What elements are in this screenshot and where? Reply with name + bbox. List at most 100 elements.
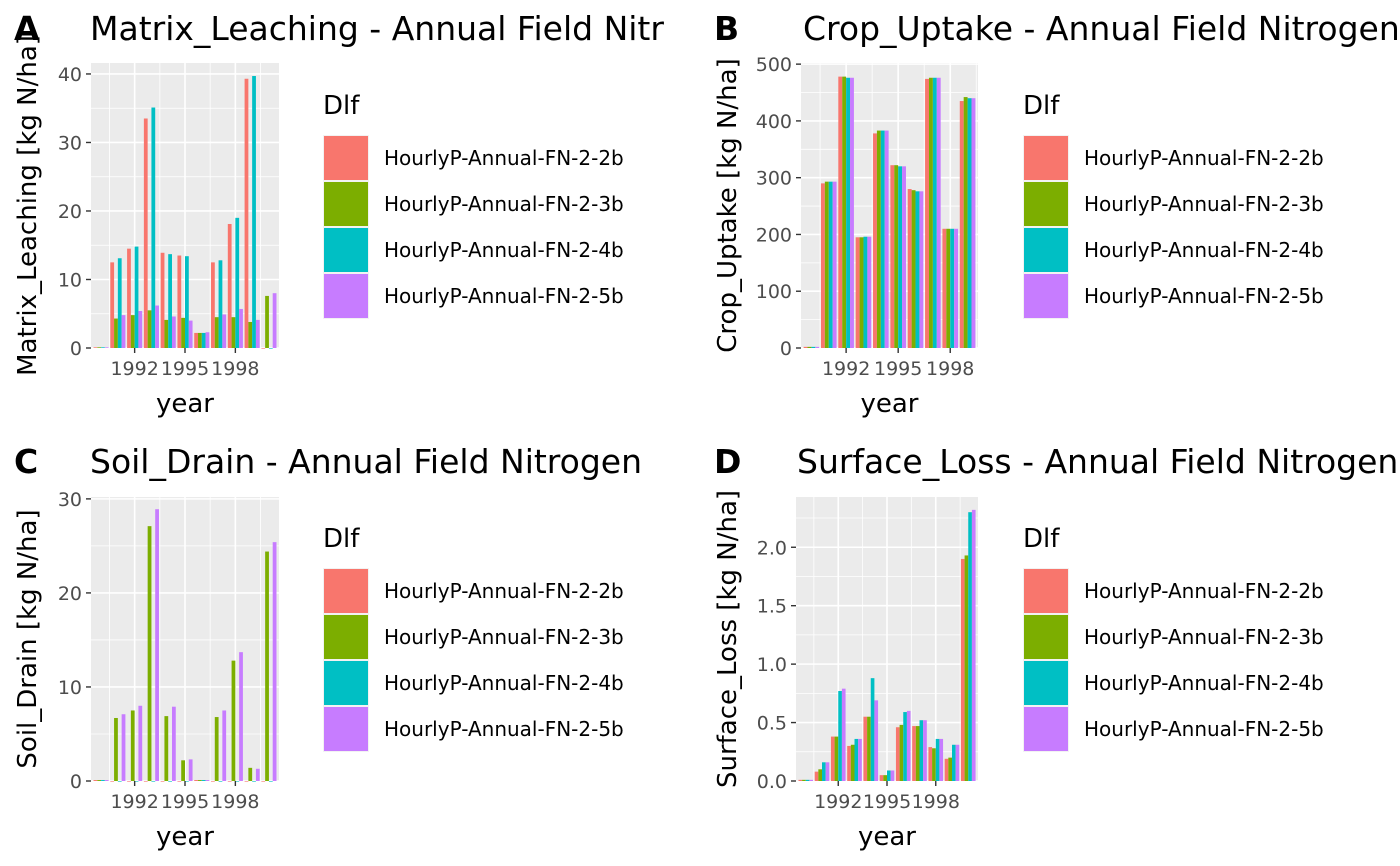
bar-a-1998-4 [239,308,243,348]
x-tick-label: 1998 [211,358,259,380]
bar-a-1992-2 [130,315,135,348]
bar-b-1991-3 [828,181,833,348]
bar-a-1997-2 [214,317,219,348]
bar-d-1995-1 [879,775,884,781]
bar-a-1992-3 [134,246,139,348]
bar-c-1996-4 [205,780,210,781]
bar-d-1992-2 [834,736,839,781]
bar-d-1994-4 [874,700,879,781]
y-axis-title: Crop_Uptake [kg N/ha] [713,58,743,352]
y-tick-label: 100 [756,281,792,303]
bar-d-2000-2 [964,555,969,781]
bar-a-1995-4 [188,320,193,348]
legend-label-hourlyp-annual-fn-2-3b: HourlyP-Annual-FN-2-3b [1084,625,1324,649]
y-tick-label: 10 [58,269,82,291]
legend-swatch-3 [324,228,368,272]
bar-c-1991-1 [110,781,115,782]
y-tick-label: 1.5 [757,596,787,618]
legend-label-hourlyp-annual-fn-2-3b: HourlyP-Annual-FN-2-3b [1084,192,1324,216]
bar-b-1991-1 [820,183,825,348]
bar-a-1993-1 [143,118,148,348]
legend-label-hourlyp-annual-fn-2-2b: HourlyP-Annual-FN-2-2b [1084,146,1324,170]
panel-d: 0.0 0.5 1.0 1.5 2.0 1992 1995 1998 year Surface_L… [713,442,1398,852]
bar-d-1993-3 [854,738,859,781]
bar-c-1992-2 [130,710,135,781]
bar-c-1990-1 [93,780,98,781]
bar-b-1999-3 [967,98,972,348]
panel-title: Soil_Drain - Annual Field Nitrogen [90,442,642,481]
bar-a-1999-2 [248,321,253,348]
bar-c-1998-3 [235,781,240,782]
legend-swatch-2 [1024,182,1068,226]
bar-d-1997-1 [912,726,916,781]
bar-b-1998-2 [946,228,951,348]
bar-d-1997-4 [923,720,927,781]
bar-a-1998-3 [235,217,240,348]
bar-b-1998-1 [942,228,947,348]
y-axis-title: Matrix_Leaching [kg N/ha] [13,35,43,376]
bar-a-2000-4 [272,293,277,348]
legend-label-hourlyp-annual-fn-2-3b: HourlyP-Annual-FN-2-3b [384,625,624,649]
panel-c: 0 10 20 30 1992 1995 1998 year Soil_Drain [kg N/… [13,442,642,852]
bar-b-1997-4 [936,77,941,348]
bar-c-1990-2 [97,780,102,781]
bar-c-1999-4 [255,768,260,781]
bar-b-1999-4 [971,98,976,348]
y-tick-label: 40 [58,64,82,86]
x-tick-label: 1998 [211,791,259,813]
bar-a-1992-4 [138,311,143,348]
x-tick-label: 1995 [161,358,209,380]
bar-c-2000-3 [268,781,273,782]
bar-c-1995-4 [188,759,193,781]
bar-a-1999-1 [244,78,249,349]
bar-d-1990-2 [802,779,806,781]
bar-d-1999-2 [948,757,952,781]
bar-b-1996-2 [911,190,916,348]
bar-a-1991-4 [121,315,126,348]
bar-b-1996-4 [919,191,924,348]
bar-b-1994-3 [880,130,885,348]
bar-c-1995-3 [185,781,189,782]
bar-b-1999-2 [963,97,968,348]
y-tick-label: 0 [780,338,792,360]
x-tick-label: 1998 [912,791,960,813]
y-axis-title: Soil_Drain [kg N/ha] [13,509,43,768]
bar-c-1994-1 [160,781,165,782]
bar-d-1995-3 [887,770,891,781]
bar-b-1991-4 [832,181,837,348]
bar-a-1992-1 [127,248,131,348]
bar-a-1993-4 [155,305,159,348]
bar-d-1992-4 [841,688,846,781]
panel-a: 0 10 20 30 40 1992 1995 1998 year Matrix_Leaching… [13,9,664,419]
bar-c-1996-1 [194,780,199,781]
bar-a-1990-2 [97,347,102,348]
bar-d-1999-3 [952,744,956,781]
bar-a-1997-1 [211,262,215,348]
bar-d-1992-1 [830,736,835,781]
bar-d-1997-2 [915,726,920,781]
y-tick-label: 1.0 [757,654,787,676]
legend-swatch-3 [1024,661,1068,705]
bar-a-1995-1 [177,255,182,348]
bar-a-1995-2 [181,317,185,348]
bar-a-1997-3 [218,260,223,348]
bar-a-1998-2 [231,317,236,348]
bar-a-1999-4 [255,319,260,348]
bar-b-1990-4 [815,346,820,348]
bar-c-1999-1 [244,781,249,782]
bar-c-1997-4 [222,710,227,781]
bar-a-1990-3 [101,347,105,348]
bar-a-1993-3 [151,107,156,348]
bar-a-2000-2 [265,295,269,348]
bar-a-1994-2 [164,319,169,348]
bar-a-1993-2 [147,310,152,348]
legend-label-hourlyp-annual-fn-2-2b: HourlyP-Annual-FN-2-2b [384,146,624,170]
bar-a-1996-2 [198,332,202,348]
bar-a-2000-1 [261,348,266,349]
legend-title: Dlf [1023,91,1060,121]
bar-d-1996-4 [906,710,911,781]
bar-b-1995-1 [890,165,895,348]
legend-swatch-1 [324,136,368,180]
bar-a-1991-1 [110,262,115,348]
